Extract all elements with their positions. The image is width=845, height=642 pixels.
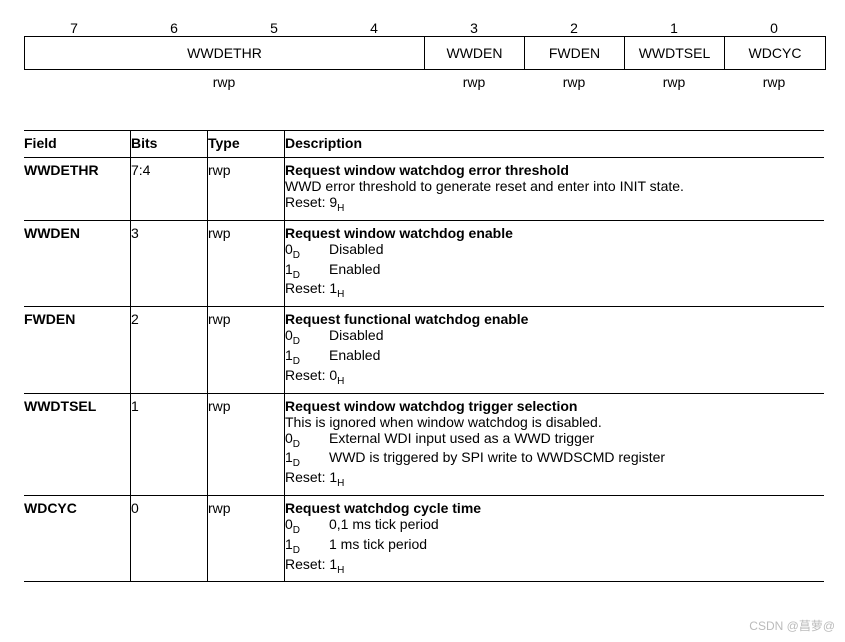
field-table: Field Bits Type Description WWDETHR7:4rw… — [24, 130, 824, 582]
reset-line: Reset: 9H — [285, 194, 818, 214]
cell-type: rwp — [208, 307, 285, 393]
desc-line: WWD error threshold to generate reset an… — [285, 178, 818, 194]
enum-value: 0D — [285, 430, 329, 450]
bit-num: 7 — [24, 20, 124, 36]
desc-title: Request functional watchdog enable — [285, 311, 818, 327]
cell-type: rwp — [208, 158, 285, 221]
cell-field: WDCYC — [24, 495, 131, 581]
enum-row: 1D1 ms tick period — [285, 536, 818, 556]
enum-value: 0D — [285, 516, 329, 536]
cell-desc: Request window watchdog enable0DDisabled… — [285, 220, 825, 306]
enum-row: 0DExternal WDI input used as a WWD trigg… — [285, 430, 818, 450]
enum-value: 1D — [285, 449, 329, 469]
enum-text: Enabled — [329, 261, 380, 281]
table-row: WDCYC0rwpRequest watchdog cycle time0D0,… — [24, 495, 824, 581]
table-row: WWDTSEL1rwpRequest window watchdog trigg… — [24, 393, 824, 495]
enum-text: Disabled — [329, 327, 383, 347]
th-bits: Bits — [131, 131, 208, 158]
enum-row: 0DDisabled — [285, 327, 818, 347]
enum-row: 1DEnabled — [285, 347, 818, 367]
bit-box-wwdtsel: WWDTSEL — [625, 37, 725, 69]
enum-value: 0D — [285, 327, 329, 347]
table-header-row: Field Bits Type Description — [24, 131, 824, 158]
enum-value: 1D — [285, 536, 329, 556]
th-field: Field — [24, 131, 131, 158]
cell-desc: Request functional watchdog enable0DDisa… — [285, 307, 825, 393]
th-type: Type — [208, 131, 285, 158]
desc-line: This is ignored when window watchdog is … — [285, 414, 818, 430]
enum-row: 1DEnabled — [285, 261, 818, 281]
desc-title: Request watchdog cycle time — [285, 500, 818, 516]
enum-text: Disabled — [329, 241, 383, 261]
enum-row: 0D0,1 ms tick period — [285, 516, 818, 536]
enum-text: External WDI input used as a WWD trigger — [329, 430, 594, 450]
cell-desc: Request watchdog cycle time0D0,1 ms tick… — [285, 495, 825, 581]
desc-title: Request window watchdog trigger selectio… — [285, 398, 818, 414]
enum-row: 1DWWD is triggered by SPI write to WWDSC… — [285, 449, 818, 469]
enum-value: 1D — [285, 347, 329, 367]
reset-line: Reset: 1H — [285, 280, 818, 300]
bit-access: rwp — [624, 70, 724, 90]
enum-text: Enabled — [329, 347, 380, 367]
bit-num: 3 — [424, 20, 524, 36]
cell-field: WWDETHR — [24, 158, 131, 221]
cell-field: WWDEN — [24, 220, 131, 306]
enum-row: 0DDisabled — [285, 241, 818, 261]
cell-desc: Request window watchdog error thresholdW… — [285, 158, 825, 221]
cell-field: WWDTSEL — [24, 393, 131, 495]
bit-num: 5 — [224, 20, 324, 36]
bit-box-fwden: FWDEN — [525, 37, 625, 69]
bit-num: 1 — [624, 20, 724, 36]
cell-bits: 7:4 — [131, 158, 208, 221]
bit-access: rwp — [424, 70, 524, 90]
enum-text: WWD is triggered by SPI write to WWDSCMD… — [329, 449, 665, 469]
cell-type: rwp — [208, 220, 285, 306]
desc-title: Request window watchdog error threshold — [285, 162, 818, 178]
enum-value: 1D — [285, 261, 329, 281]
cell-type: rwp — [208, 495, 285, 581]
bit-box-wdcyc: WDCYC — [725, 37, 825, 69]
bit-box-row: WWDETHR WWDEN FWDEN WWDTSEL WDCYC — [24, 36, 826, 70]
cell-type: rwp — [208, 393, 285, 495]
bit-access: rwp — [524, 70, 624, 90]
bit-num: 0 — [724, 20, 824, 36]
table-row: FWDEN2rwpRequest functional watchdog ena… — [24, 307, 824, 393]
table-row: WWDEN3rwpRequest window watchdog enable0… — [24, 220, 824, 306]
cell-bits: 1 — [131, 393, 208, 495]
enum-value: 0D — [285, 241, 329, 261]
reset-line: Reset: 1H — [285, 556, 818, 576]
cell-bits: 0 — [131, 495, 208, 581]
bit-num: 2 — [524, 20, 624, 36]
table-row: WWDETHR7:4rwpRequest window watchdog err… — [24, 158, 824, 221]
bit-access: rwp — [24, 70, 424, 90]
bit-box-wwdethr: WWDETHR — [25, 37, 425, 69]
enum-text: 0,1 ms tick period — [329, 516, 439, 536]
watermark: CSDN @菖萝@ — [749, 617, 835, 634]
bit-access-row: rwp rwp rwp rwp rwp — [24, 70, 824, 90]
enum-text: 1 ms tick period — [329, 536, 427, 556]
cell-field: FWDEN — [24, 307, 131, 393]
cell-desc: Request window watchdog trigger selectio… — [285, 393, 825, 495]
reset-line: Reset: 0H — [285, 367, 818, 387]
bit-box-wwden: WWDEN — [425, 37, 525, 69]
bit-num: 6 — [124, 20, 224, 36]
desc-title: Request window watchdog enable — [285, 225, 818, 241]
reset-line: Reset: 1H — [285, 469, 818, 489]
cell-bits: 2 — [131, 307, 208, 393]
cell-bits: 3 — [131, 220, 208, 306]
bit-number-row: 7 6 5 4 3 2 1 0 — [24, 20, 824, 36]
th-desc: Description — [285, 131, 825, 158]
bit-access: rwp — [724, 70, 824, 90]
bit-num: 4 — [324, 20, 424, 36]
